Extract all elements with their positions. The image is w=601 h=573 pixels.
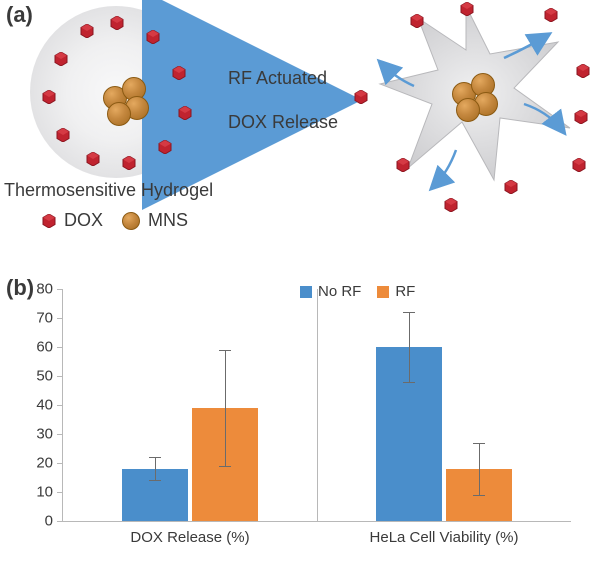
dox-icon — [42, 90, 56, 104]
legend-rf-label: RF — [395, 283, 415, 300]
error-bar — [479, 443, 480, 495]
legend-no-rf-label: No RF — [318, 283, 361, 300]
y-tick-label: 40 — [36, 397, 53, 414]
y-tick-label: 10 — [36, 484, 53, 501]
legend-item-rf: RF — [377, 283, 415, 300]
dox-icon — [86, 152, 100, 166]
y-tick — [57, 434, 63, 435]
y-tick — [57, 492, 63, 493]
panel-b: (b) 01020304050607080DOX Release (%)HeLa… — [0, 275, 601, 573]
dox-icon — [42, 214, 56, 228]
dox-icon — [574, 110, 588, 124]
y-tick — [57, 521, 63, 522]
y-tick-label: 20 — [36, 455, 53, 472]
error-bar — [409, 312, 410, 382]
y-tick-label: 80 — [36, 281, 53, 298]
y-tick-label: 0 — [45, 513, 53, 530]
mns-icon — [107, 102, 131, 126]
dox-icon — [396, 158, 410, 172]
dox-icon — [158, 140, 172, 154]
x-category-label: DOX Release (%) — [130, 529, 249, 546]
dox-icon — [544, 8, 558, 22]
panel-a: (a) RF Actuated DOX Release Thermosensit… — [0, 0, 601, 260]
y-tick — [57, 318, 63, 319]
error-cap — [149, 457, 161, 458]
error-cap — [473, 495, 485, 496]
y-tick — [57, 347, 63, 348]
y-tick — [57, 405, 63, 406]
legend-mns-label: MNS — [148, 210, 188, 231]
legend-dox-label: DOX — [64, 210, 103, 231]
dox-icon — [504, 180, 518, 194]
dox-icon — [172, 66, 186, 80]
dox-icon — [460, 2, 474, 16]
chart-mid-divider — [317, 289, 318, 521]
y-tick — [57, 376, 63, 377]
dox-icon — [146, 30, 160, 44]
y-tick-label: 70 — [36, 310, 53, 327]
dox-icon — [122, 156, 136, 170]
y-tick — [57, 289, 63, 290]
dox-icon — [178, 106, 192, 120]
chart-plot-area: 01020304050607080DOX Release (%)HeLa Cel… — [62, 289, 571, 522]
error-cap — [219, 466, 231, 467]
y-tick-label: 50 — [36, 368, 53, 385]
dox-icon — [444, 198, 458, 212]
dox-icon — [410, 14, 424, 28]
dox-icon — [110, 16, 124, 30]
y-tick-label: 30 — [36, 426, 53, 443]
error-cap — [219, 350, 231, 351]
swatch-rf-icon — [377, 286, 389, 298]
error-cap — [149, 480, 161, 481]
error-cap — [473, 443, 485, 444]
dox-icon — [80, 24, 94, 38]
y-tick — [57, 463, 63, 464]
dox-icon — [354, 90, 368, 104]
dox-icon — [56, 128, 70, 142]
x-category-label: HeLa Cell Viability (%) — [370, 529, 519, 546]
chart-legend: No RF RF — [300, 283, 415, 300]
error-bar — [155, 457, 156, 480]
panel-b-label: (b) — [6, 275, 34, 301]
mns-icon — [456, 98, 480, 122]
dox-icon — [572, 158, 586, 172]
dox-icon — [576, 64, 590, 78]
legend-dox: DOX — [42, 210, 103, 231]
error-bar — [225, 350, 226, 466]
legend-mns: MNS — [122, 210, 188, 231]
error-cap — [403, 382, 415, 383]
error-cap — [403, 312, 415, 313]
y-tick-label: 60 — [36, 339, 53, 356]
dox-icon — [54, 52, 68, 66]
legend-item-no-rf: No RF — [300, 283, 361, 300]
swatch-no-rf-icon — [300, 286, 312, 298]
mns-icon — [122, 212, 140, 230]
